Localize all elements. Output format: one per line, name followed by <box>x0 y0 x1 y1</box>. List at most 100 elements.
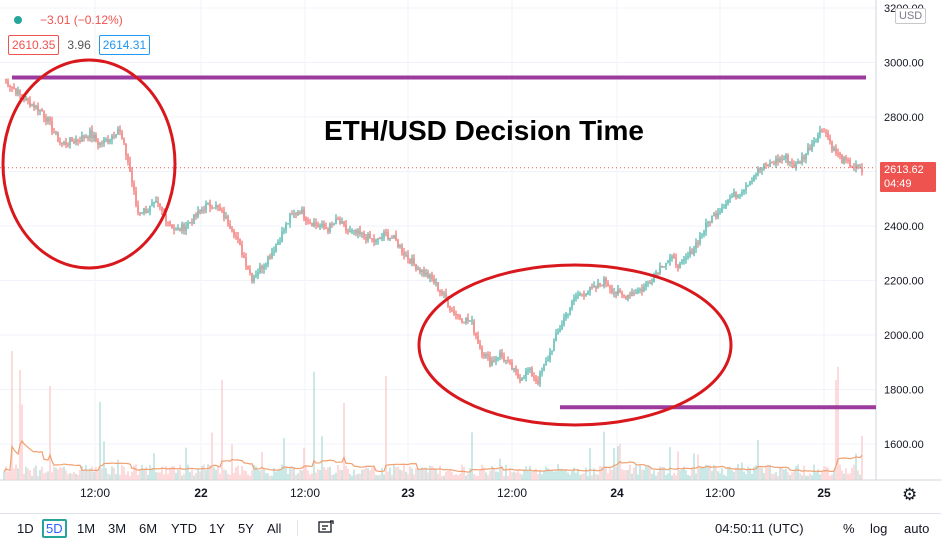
volume-bar <box>109 474 111 480</box>
volume-bar <box>103 441 105 480</box>
timeframe-1y[interactable]: 1Y <box>209 521 225 536</box>
auto-toggle[interactable]: auto <box>904 521 930 536</box>
candle-body <box>231 228 233 232</box>
volume-bar <box>427 472 429 480</box>
candle-body <box>201 209 203 212</box>
volume-bar <box>341 469 343 480</box>
candle-body <box>533 376 535 379</box>
candle-body <box>119 129 121 132</box>
timeframe-6m[interactable]: 6M <box>139 521 158 536</box>
currency-label[interactable]: USD <box>895 8 927 24</box>
candle-body <box>223 210 225 219</box>
volume-bar <box>201 465 203 480</box>
volume-bar <box>469 468 471 480</box>
candle-body <box>785 155 787 159</box>
candle-body <box>259 266 261 273</box>
timeframe-5d[interactable]: 5D <box>42 519 67 538</box>
volume-bar <box>287 473 289 480</box>
volume-bar <box>173 466 175 480</box>
candle-body <box>215 205 217 208</box>
candle-body <box>621 292 623 295</box>
candle-body <box>743 189 745 192</box>
x-tick-label: 24 <box>610 486 624 500</box>
volume-bar <box>51 472 53 480</box>
candle-body <box>463 322 465 324</box>
candle-body <box>595 285 597 289</box>
candle-body <box>341 221 343 224</box>
candle-body <box>273 251 275 253</box>
candle-body <box>543 364 545 371</box>
candle-body <box>481 347 483 355</box>
candle-body <box>101 143 103 145</box>
volume-bar <box>807 475 809 480</box>
candle-body <box>607 283 609 287</box>
candle-body <box>253 276 255 282</box>
volume-bar <box>725 475 727 480</box>
volume-bar <box>441 475 443 480</box>
candle-body <box>381 237 383 239</box>
timeframe-1d[interactable]: 1D <box>17 521 34 536</box>
candle-body <box>89 130 91 138</box>
timeframe-3m[interactable]: 3M <box>108 521 127 536</box>
candle-body <box>373 238 375 243</box>
volume-bar <box>745 474 747 480</box>
log-toggle[interactable]: log <box>870 521 888 536</box>
candle-body <box>337 218 339 220</box>
candle-body <box>501 352 503 357</box>
bid-price[interactable]: 2610.35 <box>8 35 60 55</box>
candle-body <box>683 259 685 262</box>
volume-bar <box>787 472 789 480</box>
candle-body <box>339 219 341 224</box>
candle-body <box>469 320 471 322</box>
candle-body <box>623 294 625 297</box>
candle-body <box>13 87 15 89</box>
volume-bar <box>385 376 387 480</box>
timeframe-ytd[interactable]: YTD <box>171 521 197 536</box>
x-tick-label: 12:00 <box>497 486 527 500</box>
volume-bar <box>9 470 11 480</box>
timeframe-all[interactable]: All <box>267 521 282 536</box>
volume-bar <box>207 464 209 480</box>
compare-icon[interactable] <box>318 520 334 537</box>
candle-body <box>357 230 359 234</box>
volume-bar <box>653 470 655 480</box>
volume-bar <box>277 469 279 480</box>
candle-body <box>389 237 391 240</box>
volume-bar <box>137 475 139 480</box>
candle-body <box>539 373 541 384</box>
volume-bar <box>275 471 277 480</box>
candle-body <box>631 292 633 297</box>
candle-body <box>419 268 421 272</box>
candle-body <box>765 164 767 166</box>
volume-bar <box>215 469 217 480</box>
candle-body <box>393 235 395 239</box>
ask-price[interactable]: 2614.31 <box>98 35 151 55</box>
volume-bar <box>79 469 81 480</box>
x-tick-label: 12:00 <box>705 486 735 500</box>
candle-body <box>123 139 125 144</box>
volume-bar <box>593 468 595 480</box>
gear-icon[interactable]: ⚙ <box>902 485 918 504</box>
candle-body <box>49 118 51 122</box>
timeframe-5y[interactable]: 5Y <box>238 521 254 536</box>
candle-body <box>711 216 713 223</box>
candle-body <box>193 214 195 224</box>
y-tick-label: 2200.00 <box>884 276 924 288</box>
volume-bar <box>339 469 341 480</box>
candle-body <box>37 105 39 112</box>
volume-bar <box>379 474 381 480</box>
percent-toggle[interactable]: % <box>843 521 855 536</box>
timeframe-1m[interactable]: 1M <box>77 521 96 536</box>
candle-body <box>579 293 581 296</box>
y-tick-label: 2000.00 <box>884 330 924 342</box>
volume-bar <box>219 473 221 480</box>
candle-body <box>111 135 113 140</box>
volume-bar <box>387 471 389 480</box>
candle-body <box>693 248 695 255</box>
volume-bar <box>661 466 663 480</box>
utc-clock[interactable]: 04:50:11 (UTC) <box>715 521 804 536</box>
candle-body <box>605 277 607 284</box>
candle-body <box>351 230 353 232</box>
